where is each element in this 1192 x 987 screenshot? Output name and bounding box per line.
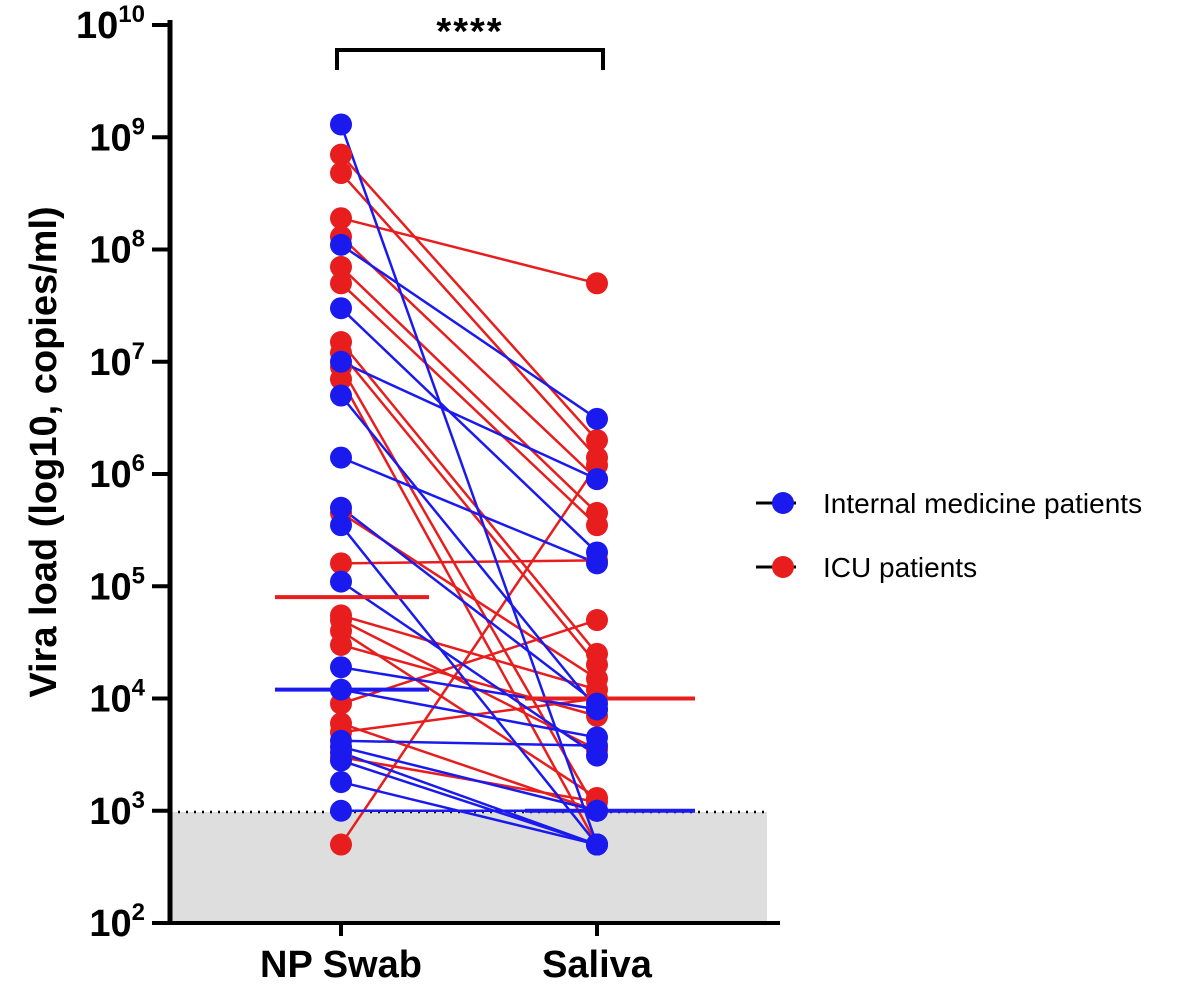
y-tick-label: 105 xyxy=(89,562,145,608)
data-point xyxy=(330,678,352,701)
pair-line xyxy=(340,722,598,812)
pair-line xyxy=(340,688,598,739)
data-point xyxy=(586,514,608,537)
pair-line xyxy=(340,780,598,846)
data-point xyxy=(330,233,352,256)
pair-line xyxy=(340,759,598,846)
pair-line xyxy=(340,456,598,565)
data-point xyxy=(586,468,608,491)
y-tick-label: 109 xyxy=(89,113,145,159)
pair-line xyxy=(340,697,598,734)
data-point xyxy=(330,633,352,656)
y-tick-label: 107 xyxy=(89,338,145,384)
data-point xyxy=(330,656,352,679)
y-axis-title: Vira load (log10, copies/ml) xyxy=(23,206,65,697)
data-point xyxy=(330,799,352,822)
pair-line xyxy=(340,739,598,747)
data-point xyxy=(330,368,352,391)
y-tick-label: 103 xyxy=(89,787,145,833)
data-point xyxy=(586,552,608,575)
pair-line xyxy=(340,394,598,711)
pair-lines xyxy=(339,124,599,846)
data-point xyxy=(586,609,608,632)
data-point xyxy=(330,570,352,593)
x-tick-label-saliva: Saliva xyxy=(542,944,653,986)
pair-line xyxy=(340,172,598,459)
data-point xyxy=(586,799,608,822)
data-point xyxy=(330,552,352,575)
data-points xyxy=(330,113,608,856)
data-point xyxy=(330,350,352,373)
pair-line xyxy=(340,265,598,514)
bracket-line xyxy=(335,48,605,70)
pair-line xyxy=(340,243,598,420)
legend-item: ICU patients xyxy=(756,552,977,583)
data-point xyxy=(586,429,608,452)
data-point xyxy=(330,384,352,407)
y-tick-label: 104 xyxy=(89,675,145,721)
data-point xyxy=(330,297,352,320)
y-tick-label: 108 xyxy=(89,226,145,272)
pair-line xyxy=(339,464,599,846)
data-point xyxy=(330,749,352,772)
pair-line xyxy=(340,282,598,527)
legend-marker xyxy=(772,556,794,578)
data-point xyxy=(330,514,352,537)
pair-line xyxy=(339,378,599,846)
data-point xyxy=(330,272,352,295)
data-point xyxy=(586,272,608,295)
y-ticks: 102 103 104 105 106 107 108 109 1010 xyxy=(76,1,170,945)
pair-line xyxy=(340,614,598,691)
pair-line xyxy=(340,665,598,711)
x-tick-label-np-swab: NP Swab xyxy=(260,944,422,986)
pair-line xyxy=(339,124,599,845)
y-tick-label: 106 xyxy=(89,450,145,496)
data-point xyxy=(330,207,352,230)
y-tick-label: 1010 xyxy=(76,1,145,47)
pair-line xyxy=(340,352,598,666)
pair-line xyxy=(340,153,598,442)
data-point xyxy=(330,162,352,185)
data-point xyxy=(586,407,608,430)
data-point xyxy=(586,833,608,856)
data-point xyxy=(586,698,608,721)
significance-label: **** xyxy=(436,11,503,53)
data-point xyxy=(330,143,352,166)
legend-label: ICU patients xyxy=(823,552,977,583)
data-point xyxy=(330,496,352,519)
legend-label: Internal medicine patients xyxy=(823,488,1142,519)
pair-line xyxy=(340,235,598,481)
legend: Internal medicine patients ICU patients xyxy=(756,488,1142,583)
below-detection-region xyxy=(170,812,767,923)
data-point xyxy=(330,113,352,136)
pair-line xyxy=(340,751,598,846)
pair-line xyxy=(340,341,598,655)
pair-line xyxy=(340,506,598,705)
significance-bracket: **** xyxy=(335,11,605,70)
legend-marker xyxy=(772,492,794,514)
pair-line xyxy=(340,580,598,757)
data-point xyxy=(330,833,352,856)
data-point xyxy=(586,734,608,757)
pair-line xyxy=(340,360,598,481)
pair-line xyxy=(340,559,598,565)
legend-item: Internal medicine patients xyxy=(756,488,1142,519)
pair-line xyxy=(339,366,599,812)
pair-line xyxy=(340,745,598,812)
data-point xyxy=(330,255,352,278)
data-point xyxy=(330,446,352,469)
pair-line xyxy=(340,307,598,554)
data-point xyxy=(330,771,352,794)
pair-line xyxy=(340,524,598,846)
pair-line xyxy=(340,216,598,285)
y-tick-label: 102 xyxy=(89,899,145,945)
